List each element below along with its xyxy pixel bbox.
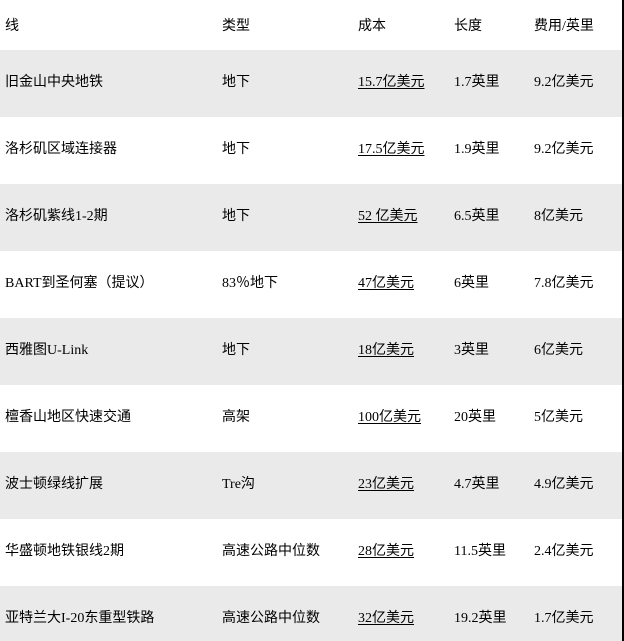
cost-link[interactable]: 47亿美元	[358, 276, 414, 292]
cost-link[interactable]: 15.7亿美元	[358, 75, 425, 91]
cell-cost-per-mile: 5亿美元	[528, 385, 622, 452]
column-header-cost-per-mile: 费用/英里	[528, 0, 622, 50]
cell-line-name: BART到圣何塞（提议）	[0, 251, 214, 318]
cell-cost: 17.5亿美元	[352, 117, 448, 184]
cell-line-name: 亚特兰大I-20东重型铁路	[0, 586, 214, 641]
cell-line-name: 西雅图U-Link	[0, 318, 214, 385]
table-row: 洛杉矶区域连接器 地下 17.5亿美元 1.9英里 9.2亿美元	[0, 117, 622, 184]
cost-link[interactable]: 23亿美元	[358, 477, 414, 493]
cell-cost: 52 亿美元	[352, 184, 448, 251]
cell-length: 20英里	[448, 385, 528, 452]
column-header-line: 线	[0, 0, 214, 50]
table-row: 华盛顿地铁银线2期 高速公路中位数 28亿美元 11.5英里 2.4亿美元	[0, 519, 622, 586]
cell-line-name: 波士顿绿线扩展	[0, 452, 214, 519]
table-row: 洛杉矶紫线1-2期 地下 52 亿美元 6.5英里 8亿美元	[0, 184, 622, 251]
table-header-row: 线 类型 成本 长度 费用/英里	[0, 0, 622, 50]
cell-line-name: 洛杉矶区域连接器	[0, 117, 214, 184]
cell-length: 1.9英里	[448, 117, 528, 184]
cell-type: 地下	[214, 318, 352, 385]
cost-link[interactable]: 28亿美元	[358, 544, 414, 560]
cell-line-name: 华盛顿地铁银线2期	[0, 519, 214, 586]
cell-length: 4.7英里	[448, 452, 528, 519]
cell-cost: 47亿美元	[352, 251, 448, 318]
cell-type: 地下	[214, 50, 352, 117]
cell-line-name: 旧金山中央地铁	[0, 50, 214, 117]
table-row: BART到圣何塞（提议） 83％地下 47亿美元 6英里 7.8亿美元	[0, 251, 622, 318]
cell-type: 地下	[214, 117, 352, 184]
cell-cost-per-mile: 4.9亿美元	[528, 452, 622, 519]
cell-cost-per-mile: 8亿美元	[528, 184, 622, 251]
cell-cost: 18亿美元	[352, 318, 448, 385]
cell-type: 高架	[214, 385, 352, 452]
cost-link[interactable]: 18亿美元	[358, 343, 414, 359]
cost-link[interactable]: 32亿美元	[358, 611, 414, 627]
table-row: 旧金山中央地铁 地下 15.7亿美元 1.7英里 9.2亿美元	[0, 50, 622, 117]
cost-link[interactable]: 17.5亿美元	[358, 142, 425, 158]
cell-cost-per-mile: 9.2亿美元	[528, 50, 622, 117]
cell-length: 11.5英里	[448, 519, 528, 586]
table-body: 旧金山中央地铁 地下 15.7亿美元 1.7英里 9.2亿美元 洛杉矶区域连接器 地下 17.…	[0, 50, 622, 641]
cell-length: 3英里	[448, 318, 528, 385]
cell-type: Tre沟	[214, 452, 352, 519]
table-row: 亚特兰大I-20东重型铁路 高速公路中位数 32亿美元 19.2英里 1.7亿美元	[0, 586, 622, 641]
table-row: 檀香山地区快速交通 高架 100亿美元 20英里 5亿美元	[0, 385, 622, 452]
cell-cost: 15.7亿美元	[352, 50, 448, 117]
cell-length: 1.7英里	[448, 50, 528, 117]
cell-cost: 28亿美元	[352, 519, 448, 586]
cell-cost: 23亿美元	[352, 452, 448, 519]
cell-length: 6.5英里	[448, 184, 528, 251]
cell-cost: 100亿美元	[352, 385, 448, 452]
table-header: 线 类型 成本 长度 费用/英里	[0, 0, 622, 50]
cell-cost-per-mile: 9.2亿美元	[528, 117, 622, 184]
cell-line-name: 洛杉矶紫线1-2期	[0, 184, 214, 251]
table-row: 波士顿绿线扩展 Tre沟 23亿美元 4.7英里 4.9亿美元	[0, 452, 622, 519]
cell-type: 83％地下	[214, 251, 352, 318]
cell-cost-per-mile: 1.7亿美元	[528, 586, 622, 641]
cell-type: 高速公路中位数	[214, 586, 352, 641]
cell-cost-per-mile: 2.4亿美元	[528, 519, 622, 586]
cell-cost-per-mile: 7.8亿美元	[528, 251, 622, 318]
cell-cost: 32亿美元	[352, 586, 448, 641]
table-row: 西雅图U-Link 地下 18亿美元 3英里 6亿美元	[0, 318, 622, 385]
cell-line-name: 檀香山地区快速交通	[0, 385, 214, 452]
cell-length: 6英里	[448, 251, 528, 318]
cell-length: 19.2英里	[448, 586, 528, 641]
cell-cost-per-mile: 6亿美元	[528, 318, 622, 385]
column-header-type: 类型	[214, 0, 352, 50]
cell-type: 地下	[214, 184, 352, 251]
column-header-length: 长度	[448, 0, 528, 50]
cost-link[interactable]: 52 亿美元	[358, 209, 418, 225]
cell-type: 高速公路中位数	[214, 519, 352, 586]
cost-link[interactable]: 100亿美元	[358, 410, 421, 426]
column-header-cost: 成本	[352, 0, 448, 50]
